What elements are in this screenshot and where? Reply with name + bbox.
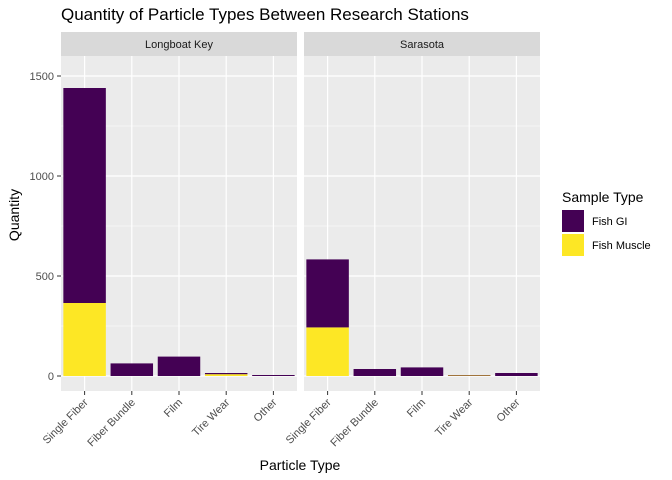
x-tick-label: Fiber Bundle (328, 397, 381, 450)
chart-title: Quantity of Particle Types Between Resea… (61, 5, 469, 24)
legend-key (562, 234, 584, 256)
bar-fish-gi-tire-wear (204, 373, 248, 375)
facet-strip-label: Longboat Key (145, 39, 213, 51)
y-axis-title: Quantity (6, 189, 22, 241)
x-tick-label: Tire Wear (433, 396, 475, 438)
facet-strip-label: Sarasota (400, 39, 445, 51)
x-tick-label: Film (162, 397, 185, 420)
legend-label: Fish GI (592, 216, 627, 228)
bar-fish-gi-single-fiber (306, 259, 349, 328)
legend: Sample Type Fish GI Fish Muscle (562, 189, 651, 256)
bar-fish-gi-other (495, 373, 538, 376)
bar-fish-muscle-tire-wear (447, 375, 491, 376)
x-tick-label: Tire Wear (190, 396, 232, 438)
bar-fish-gi-fiber-bundle (353, 369, 397, 376)
bar-fish-gi-single-fiber (63, 88, 106, 303)
legend-title: Sample Type (562, 189, 644, 205)
y-axis: 0 500 1000 1500 (30, 71, 61, 383)
bar-fish-gi-other (252, 375, 295, 376)
x-tick-label: Single Fiber (284, 396, 334, 446)
bar-fish-gi-fiber-bundle (110, 363, 154, 376)
y-tick-label: 0 (48, 371, 54, 383)
y-tick-label: 1000 (30, 171, 54, 183)
x-tick-label: Fiber Bundle (85, 397, 138, 450)
y-tick-label: 1500 (30, 71, 54, 83)
bar-fish-gi-tire-wear (447, 375, 491, 376)
bar-fish-muscle-single-fiber (306, 327, 349, 376)
bar-fish-gi-film (157, 356, 201, 376)
legend-key (562, 210, 584, 232)
x-tick-label: Film (405, 397, 428, 420)
bar-fish-muscle-tire-wear (204, 374, 248, 376)
facet-strip (304, 32, 540, 56)
bar-fish-gi-film (400, 367, 444, 376)
x-axis-title: Particle Type (260, 457, 341, 473)
x-tick-label: Other (252, 396, 280, 424)
y-tick-label: 500 (36, 271, 54, 283)
legend-label: Fish Muscle (592, 240, 651, 252)
x-tick-label: Single Fiber (41, 396, 91, 446)
facet-strip (61, 32, 297, 56)
bar-fish-muscle-single-fiber (63, 303, 106, 376)
x-tick-label: Other (495, 396, 523, 424)
